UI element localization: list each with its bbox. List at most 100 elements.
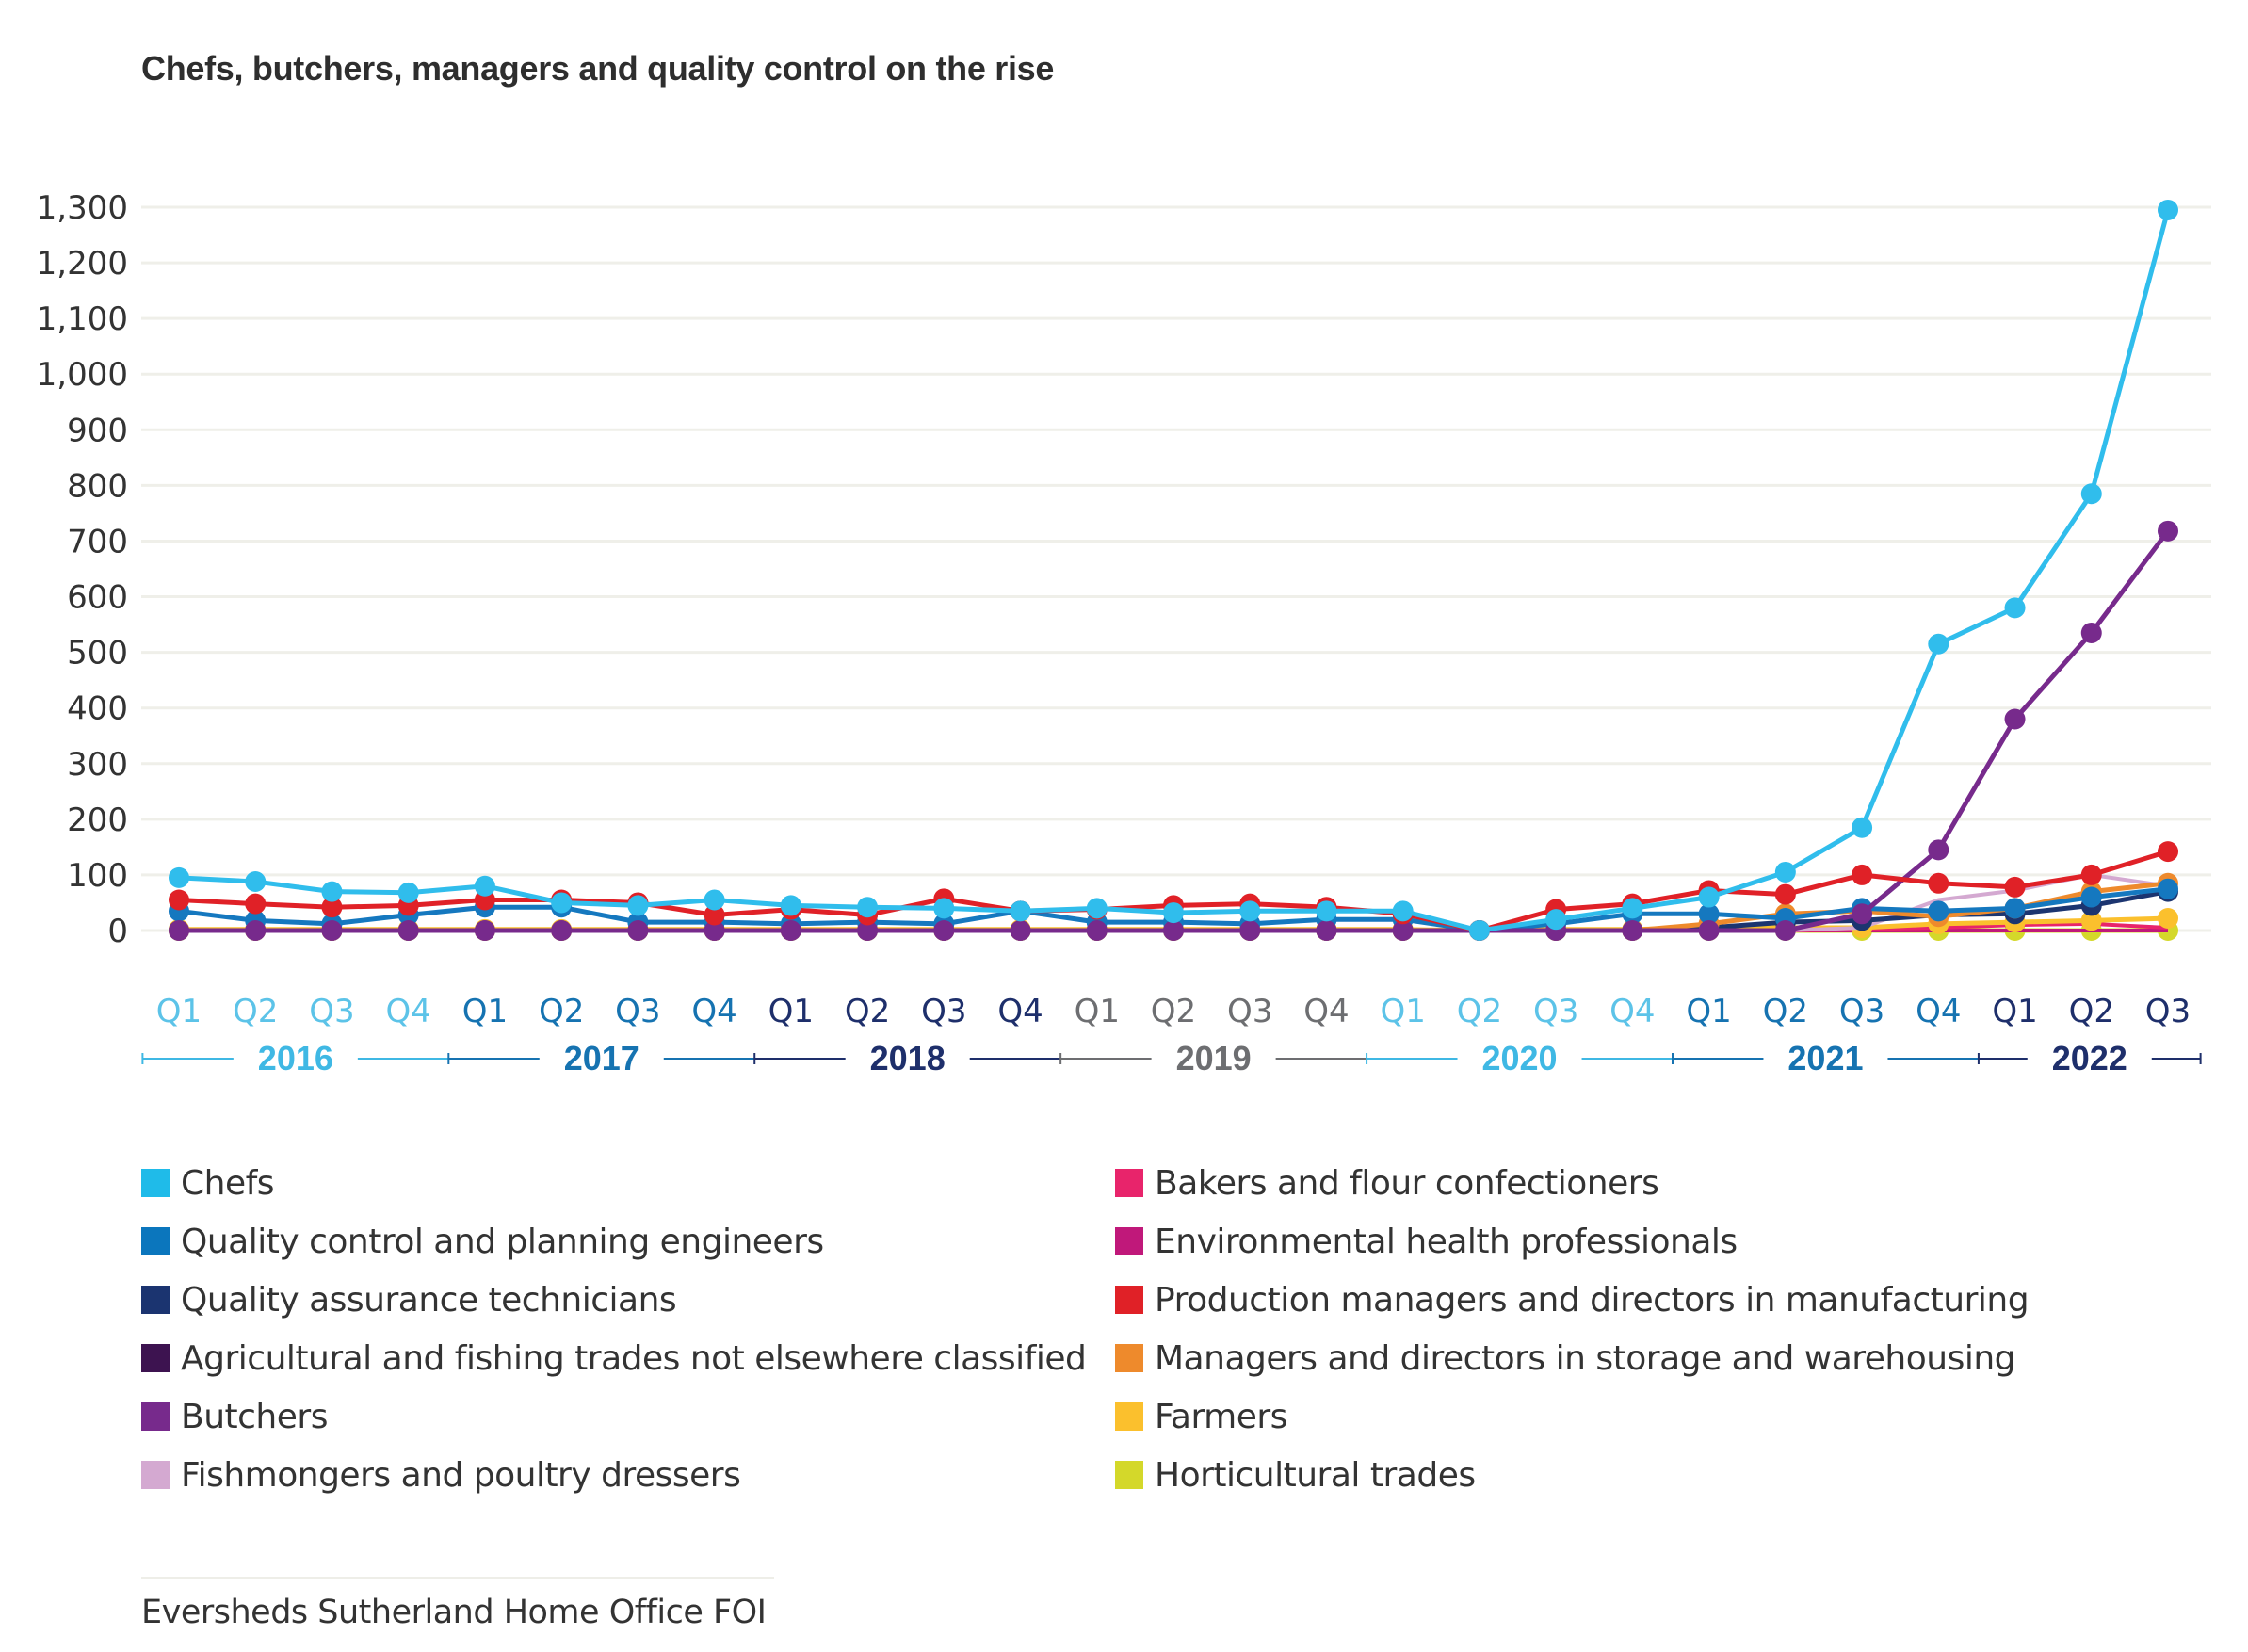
gridlines	[141, 205, 2211, 932]
x-tick-label: Q2	[2069, 993, 2114, 1030]
year-label: 2022	[2052, 1039, 2127, 1077]
data-point	[1545, 909, 1567, 931]
y-tick-label: 800	[67, 467, 128, 505]
x-tick-label: Q4	[1609, 993, 1655, 1030]
year-label: 2018	[870, 1039, 946, 1077]
data-point	[551, 892, 573, 914]
x-tick-label: Q3	[921, 993, 966, 1030]
x-tick-label: Q2	[1151, 993, 1196, 1030]
y-tick-label: 100	[67, 857, 128, 895]
legend-swatch	[141, 1402, 170, 1431]
data-point	[1622, 898, 1643, 919]
data-point	[321, 920, 343, 941]
data-point	[1852, 903, 1873, 925]
data-point	[1928, 900, 1949, 922]
legend-swatch	[1115, 1169, 1143, 1197]
data-point	[1010, 920, 1031, 941]
data-point	[2080, 886, 2102, 908]
legend-swatch	[141, 1227, 170, 1255]
y-tick-label: 600	[67, 579, 128, 617]
data-point	[1852, 864, 1873, 885]
legend-swatch	[141, 1461, 170, 1489]
x-tick-label: Q2	[1457, 993, 1502, 1030]
data-point	[1928, 633, 1949, 655]
data-point	[1239, 900, 1261, 922]
legend-label: Agricultural and fishing trades not else…	[181, 1338, 1087, 1378]
legend-item: Butchers	[141, 1387, 1086, 1446]
data-point	[1239, 920, 1261, 941]
legend-label: Butchers	[181, 1397, 328, 1436]
data-point	[704, 904, 725, 926]
data-point	[933, 920, 955, 941]
data-point	[704, 889, 725, 911]
x-tick-label: Q2	[845, 993, 890, 1030]
legend-item: Bakers and flour confectioners	[1115, 1154, 2029, 1212]
x-axis-year-groups: 2016 2017 2018 2019 2020 2021 2022	[141, 1039, 2202, 1077]
data-point	[321, 881, 343, 902]
data-point	[1392, 920, 1414, 941]
data-point	[474, 875, 495, 897]
y-tick-label: 700	[67, 523, 128, 560]
legend-label: Environmental health professionals	[1155, 1222, 1738, 1261]
legend-item: Managers and directors in storage and wa…	[1115, 1329, 2029, 1387]
data-point	[2158, 878, 2178, 899]
x-tick-label: Q3	[1533, 993, 1578, 1030]
data-point	[1086, 898, 1108, 919]
legend-column-right: Bakers and flour confectioners Environmen…	[1115, 1154, 2030, 1504]
data-point	[1928, 872, 1949, 894]
legend-swatch	[1115, 1286, 1143, 1314]
source-note: Eversheds Sutherland Home Office FOI	[141, 1594, 767, 1631]
legend-item: Quality assurance technicians	[141, 1271, 1086, 1329]
y-axis-ticks: 0 100 200 300 400 500 600 700 800 900 1,000 1,100 1,…	[37, 189, 128, 950]
legend-label: Bakers and flour confectioners	[1155, 1163, 1659, 1203]
data-point	[1163, 920, 1184, 941]
legend-item: Environmental health professionals	[1115, 1212, 2029, 1271]
x-tick-label: Q4	[691, 993, 736, 1030]
source-divider	[141, 1577, 774, 1579]
x-tick-label: Q1	[1380, 993, 1425, 1030]
data-point	[857, 897, 879, 918]
data-point	[2080, 910, 2102, 931]
data-point	[1163, 902, 1184, 924]
legend-swatch	[1115, 1402, 1143, 1431]
x-tick-label: Q2	[1763, 993, 1808, 1030]
data-point	[1086, 920, 1108, 941]
x-tick-label: Q4	[385, 993, 430, 1030]
data-point	[321, 897, 343, 918]
legend-item: Production managers and directors in man…	[1115, 1271, 2030, 1329]
x-tick-label: Q1	[156, 993, 202, 1030]
data-point	[1392, 900, 1414, 922]
series-lines	[169, 199, 2178, 941]
data-point	[169, 889, 189, 911]
data-point	[2158, 520, 2178, 542]
legend-swatch	[141, 1344, 170, 1372]
legend-item: Chefs	[141, 1154, 1086, 1212]
legend-label: Chefs	[181, 1163, 275, 1203]
legend-label: Fishmongers and poultry dressers	[181, 1455, 741, 1495]
x-tick-label: Q4	[1303, 993, 1349, 1030]
data-point	[1698, 920, 1720, 941]
y-tick-label: 1,000	[37, 356, 128, 394]
year-label: 2016	[258, 1039, 333, 1077]
data-point	[1774, 861, 1796, 883]
data-point	[780, 895, 801, 916]
data-point	[245, 893, 267, 915]
data-point	[2004, 708, 2026, 730]
x-tick-label: Q2	[233, 993, 278, 1030]
data-point	[857, 920, 879, 941]
year-label: 2020	[1481, 1039, 1557, 1077]
y-tick-label: 0	[107, 913, 128, 950]
legend-item: Farmers	[1115, 1387, 2029, 1446]
data-point	[1852, 817, 1873, 838]
legend-label: Farmers	[1155, 1397, 1287, 1436]
y-tick-label: 900	[67, 412, 128, 449]
line-chart: 0 100 200 300 400 500 600 700 800 900 1,000 1,100 1,…	[37, 189, 2211, 1077]
year-label: 2021	[1787, 1039, 1863, 1077]
data-point	[2158, 908, 2178, 930]
legend-item: Fishmongers and poultry dressers	[141, 1446, 1086, 1504]
x-tick-label: Q1	[768, 993, 814, 1030]
data-point	[2158, 199, 2178, 220]
legend-label: Horticultural trades	[1155, 1455, 1476, 1495]
x-tick-label: Q3	[309, 993, 354, 1030]
legend-item: Quality control and planning engineers	[141, 1212, 1086, 1271]
